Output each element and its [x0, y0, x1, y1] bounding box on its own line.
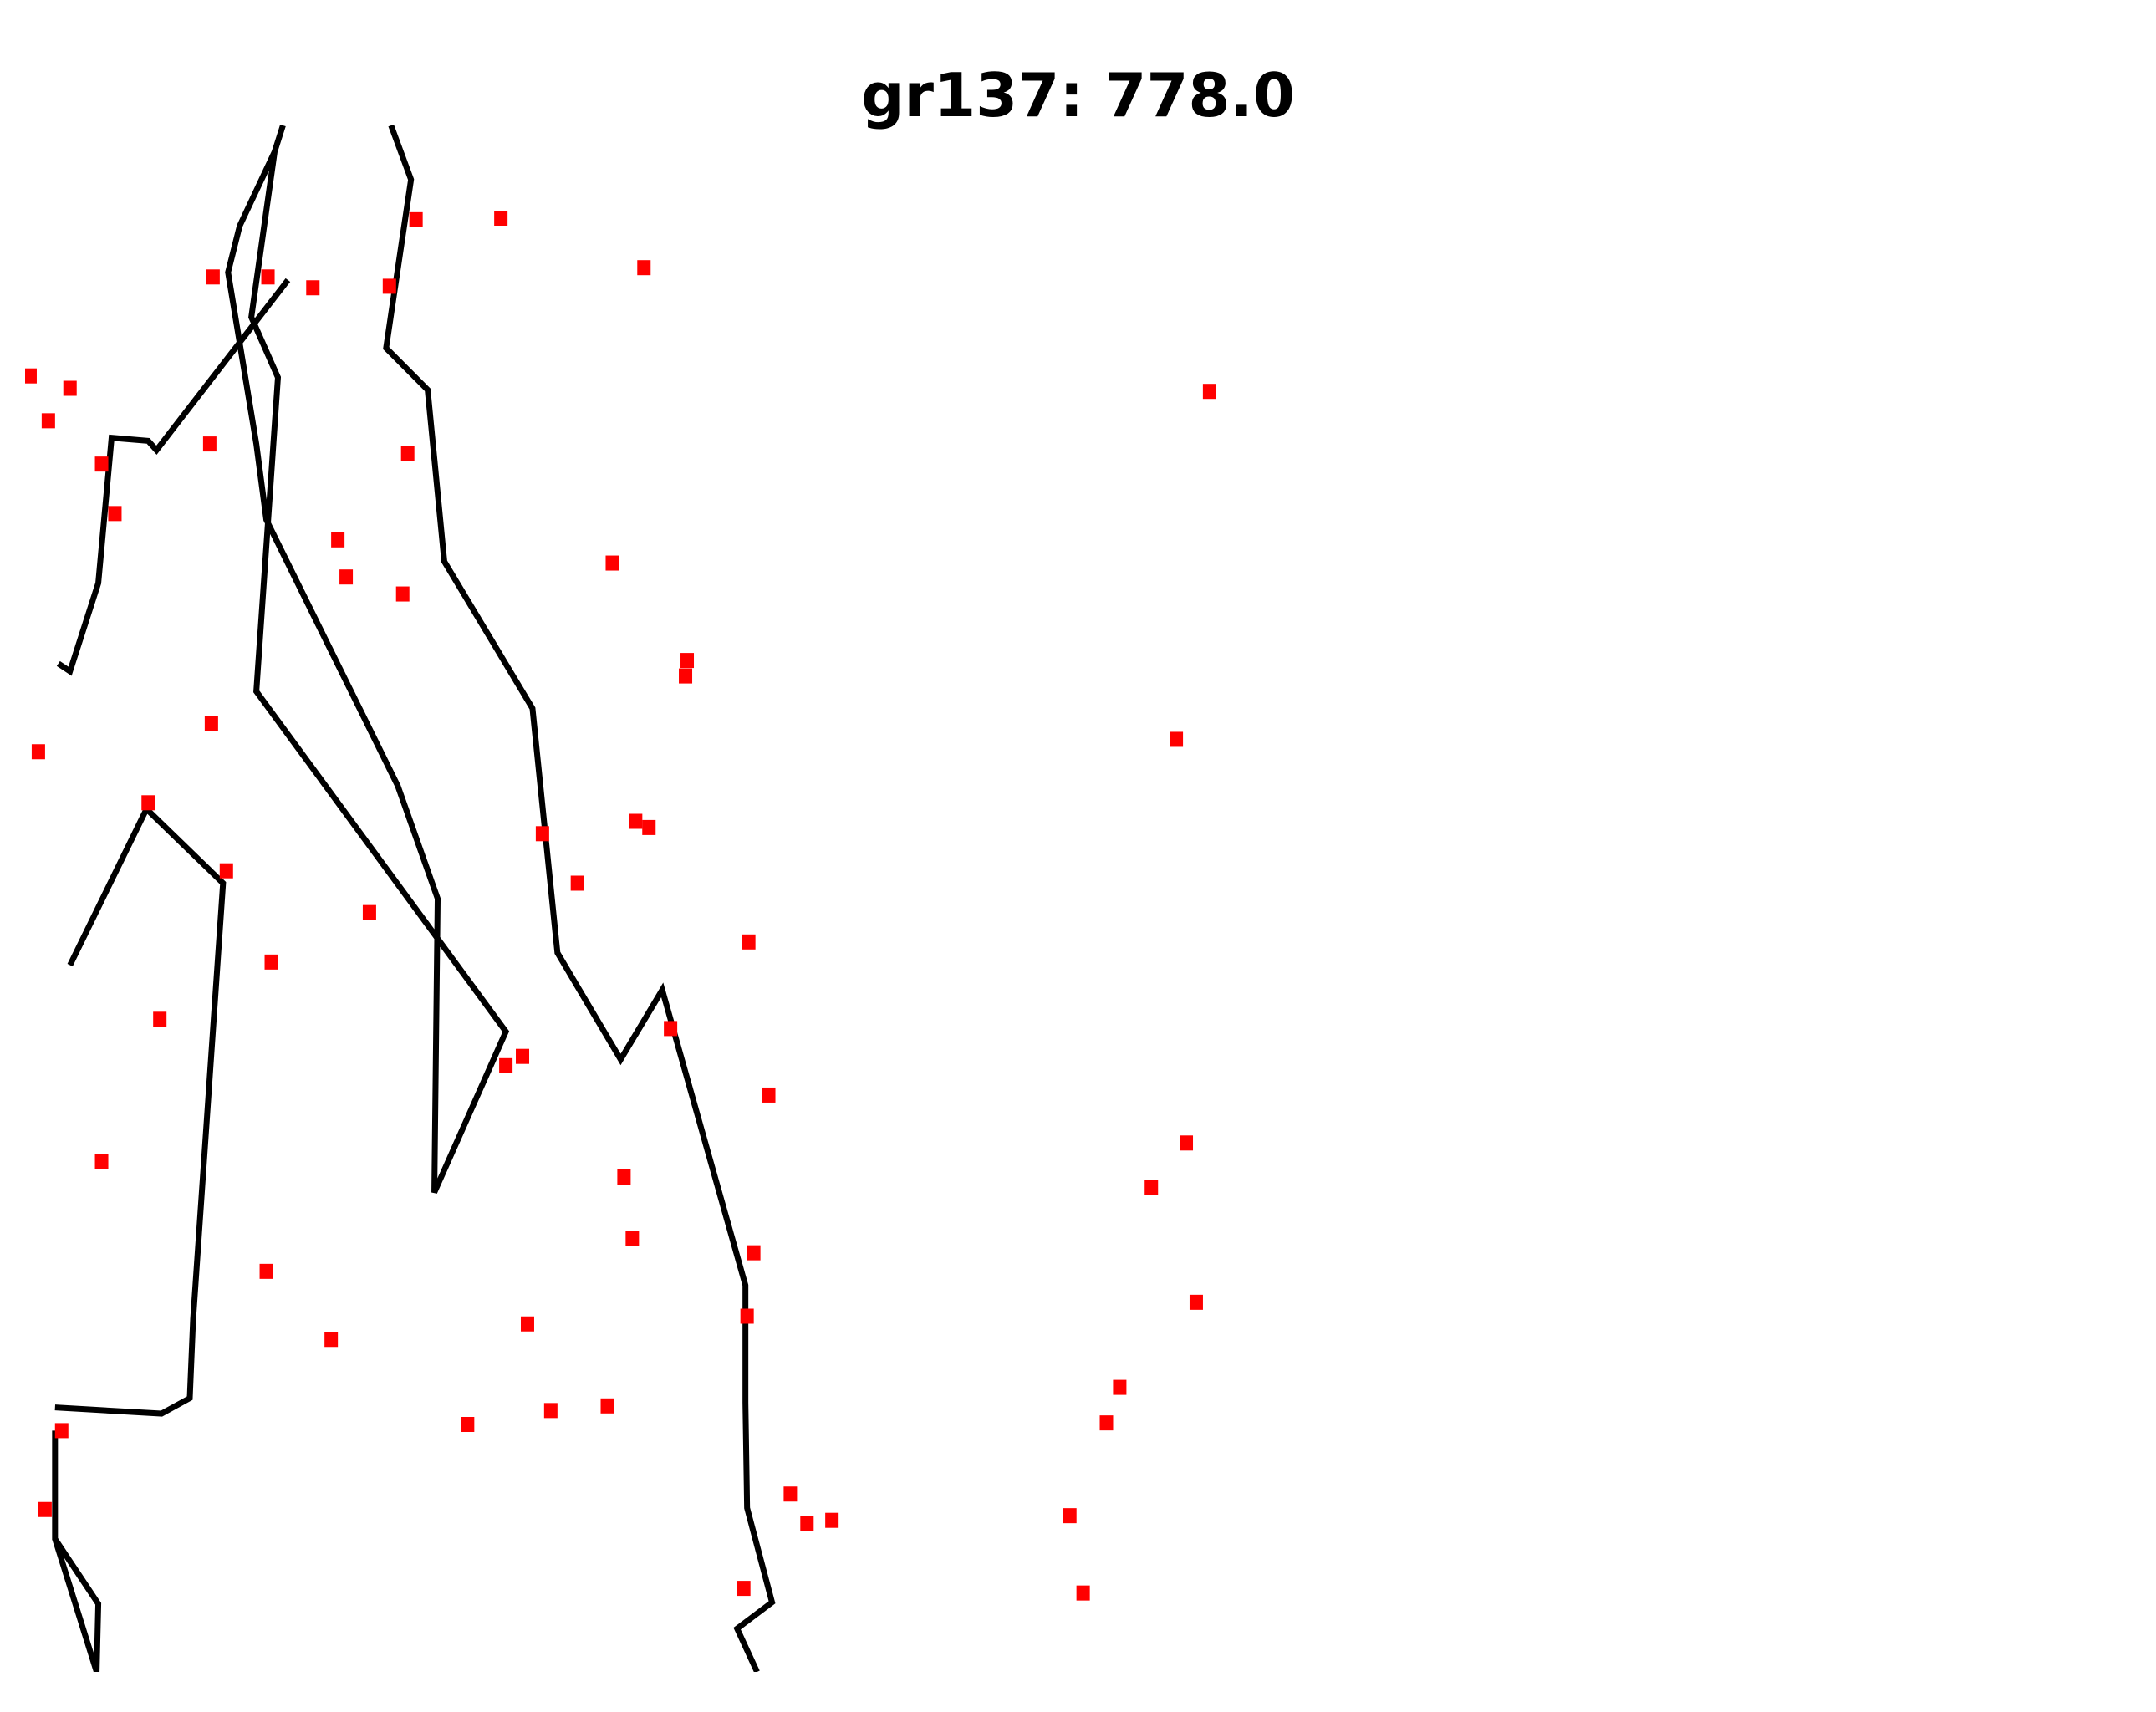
city-marker	[605, 555, 619, 571]
city-marker	[259, 1263, 273, 1279]
city-marker	[629, 813, 643, 829]
city-marker	[520, 1316, 534, 1332]
city-marker	[742, 934, 756, 950]
city-marker	[494, 211, 508, 226]
tour-path-0	[225, 125, 510, 1194]
city-marker	[1180, 1135, 1194, 1151]
city-marker	[382, 278, 396, 294]
city-marker	[339, 569, 354, 585]
city-marker	[141, 795, 155, 811]
city-marker	[1099, 1415, 1114, 1431]
city-marker	[740, 1308, 754, 1324]
tour-path-2	[56, 278, 291, 676]
tour-area	[25, 125, 1216, 1672]
city-marker	[1063, 1508, 1077, 1524]
city-marker	[41, 413, 55, 429]
city-marker	[54, 1423, 69, 1439]
city-marker	[204, 716, 218, 731]
city-marker	[362, 904, 376, 920]
city-marker	[800, 1516, 814, 1531]
chart-title: gr137: 778.0	[861, 60, 1295, 131]
city-marker	[1113, 1379, 1127, 1395]
city-marker	[409, 211, 423, 227]
city-marker	[637, 260, 651, 276]
tour-path-4	[52, 1430, 102, 1672]
city-marker	[395, 586, 410, 602]
city-marker	[306, 280, 320, 296]
city-marker	[543, 1403, 558, 1419]
city-marker	[202, 436, 217, 452]
city-marker	[664, 1021, 678, 1037]
city-marker	[1144, 1180, 1159, 1195]
city-marker	[783, 1486, 798, 1502]
city-marker	[264, 954, 278, 970]
city-marker	[499, 1057, 513, 1073]
city-marker	[38, 1501, 52, 1517]
city-marker	[600, 1398, 614, 1414]
city-marker	[825, 1512, 839, 1528]
city-marker	[516, 1048, 530, 1064]
city-marker	[617, 1169, 631, 1185]
city-marker	[331, 532, 345, 548]
city-marker	[108, 506, 122, 522]
city-marker	[535, 826, 549, 842]
city-marker	[25, 368, 37, 384]
city-marker	[461, 1417, 475, 1432]
city-marker	[679, 668, 693, 684]
city-marker	[747, 1245, 761, 1261]
city-marker	[94, 1154, 109, 1169]
city-marker	[737, 1581, 751, 1597]
city-marker	[1189, 1294, 1203, 1310]
city-marker	[31, 744, 45, 760]
city-marker	[153, 1011, 167, 1027]
city-marker	[219, 863, 233, 879]
city-marker	[94, 456, 109, 472]
city-marker	[400, 446, 415, 461]
city-marker	[680, 653, 695, 669]
tour-path-3	[54, 803, 227, 1417]
city-marker	[63, 380, 77, 396]
city-marker	[1170, 731, 1184, 747]
city-marker	[1076, 1585, 1090, 1601]
city-marker	[1202, 384, 1216, 400]
city-marker	[570, 875, 584, 891]
city-marker	[762, 1087, 776, 1103]
city-marker	[206, 269, 220, 285]
city-marker	[324, 1332, 339, 1348]
city-marker	[261, 269, 275, 285]
city-marker	[625, 1231, 640, 1246]
tour-path-1	[383, 125, 776, 1672]
city-marker	[642, 819, 656, 835]
